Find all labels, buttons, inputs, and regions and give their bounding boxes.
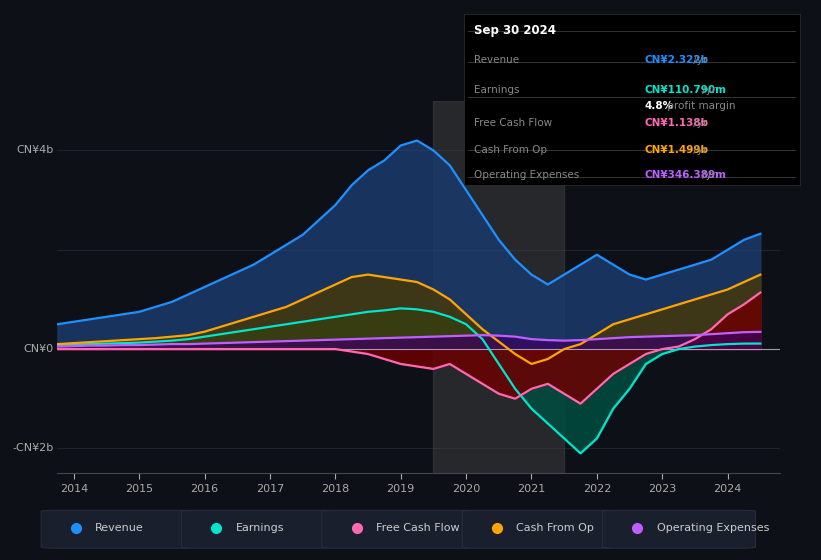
Text: Cash From Op: Cash From Op — [516, 523, 594, 533]
FancyBboxPatch shape — [322, 510, 475, 548]
FancyBboxPatch shape — [462, 510, 615, 548]
Text: CN¥110.790m: CN¥110.790m — [644, 85, 727, 95]
Text: CN¥4b: CN¥4b — [16, 146, 54, 156]
Text: /yr: /yr — [690, 144, 707, 155]
Text: 4.8%: 4.8% — [644, 101, 673, 110]
Text: Operating Expenses: Operating Expenses — [657, 523, 769, 533]
Text: Free Cash Flow: Free Cash Flow — [474, 118, 552, 128]
Text: CN¥346.389m: CN¥346.389m — [644, 170, 727, 180]
Text: Sep 30 2024: Sep 30 2024 — [474, 24, 556, 37]
Bar — [433, 101, 564, 473]
Text: profit margin: profit margin — [664, 101, 736, 110]
Text: Revenue: Revenue — [474, 55, 519, 65]
Text: Free Cash Flow: Free Cash Flow — [376, 523, 460, 533]
Text: /yr: /yr — [699, 170, 717, 180]
Text: CN¥0: CN¥0 — [24, 344, 54, 354]
FancyBboxPatch shape — [181, 510, 334, 548]
Text: Earnings: Earnings — [474, 85, 519, 95]
Text: /yr: /yr — [690, 55, 707, 65]
Text: Revenue: Revenue — [95, 523, 144, 533]
Text: Cash From Op: Cash From Op — [474, 144, 547, 155]
Text: Operating Expenses: Operating Expenses — [474, 170, 579, 180]
FancyBboxPatch shape — [41, 510, 194, 548]
Text: -CN¥2b: -CN¥2b — [12, 444, 54, 454]
Text: CN¥1.499b: CN¥1.499b — [644, 144, 709, 155]
Text: CN¥2.322b: CN¥2.322b — [644, 55, 709, 65]
Text: Earnings: Earnings — [236, 523, 284, 533]
Text: CN¥1.138b: CN¥1.138b — [644, 118, 709, 128]
FancyBboxPatch shape — [603, 510, 755, 548]
Text: /yr: /yr — [690, 118, 707, 128]
Text: /yr: /yr — [699, 85, 717, 95]
